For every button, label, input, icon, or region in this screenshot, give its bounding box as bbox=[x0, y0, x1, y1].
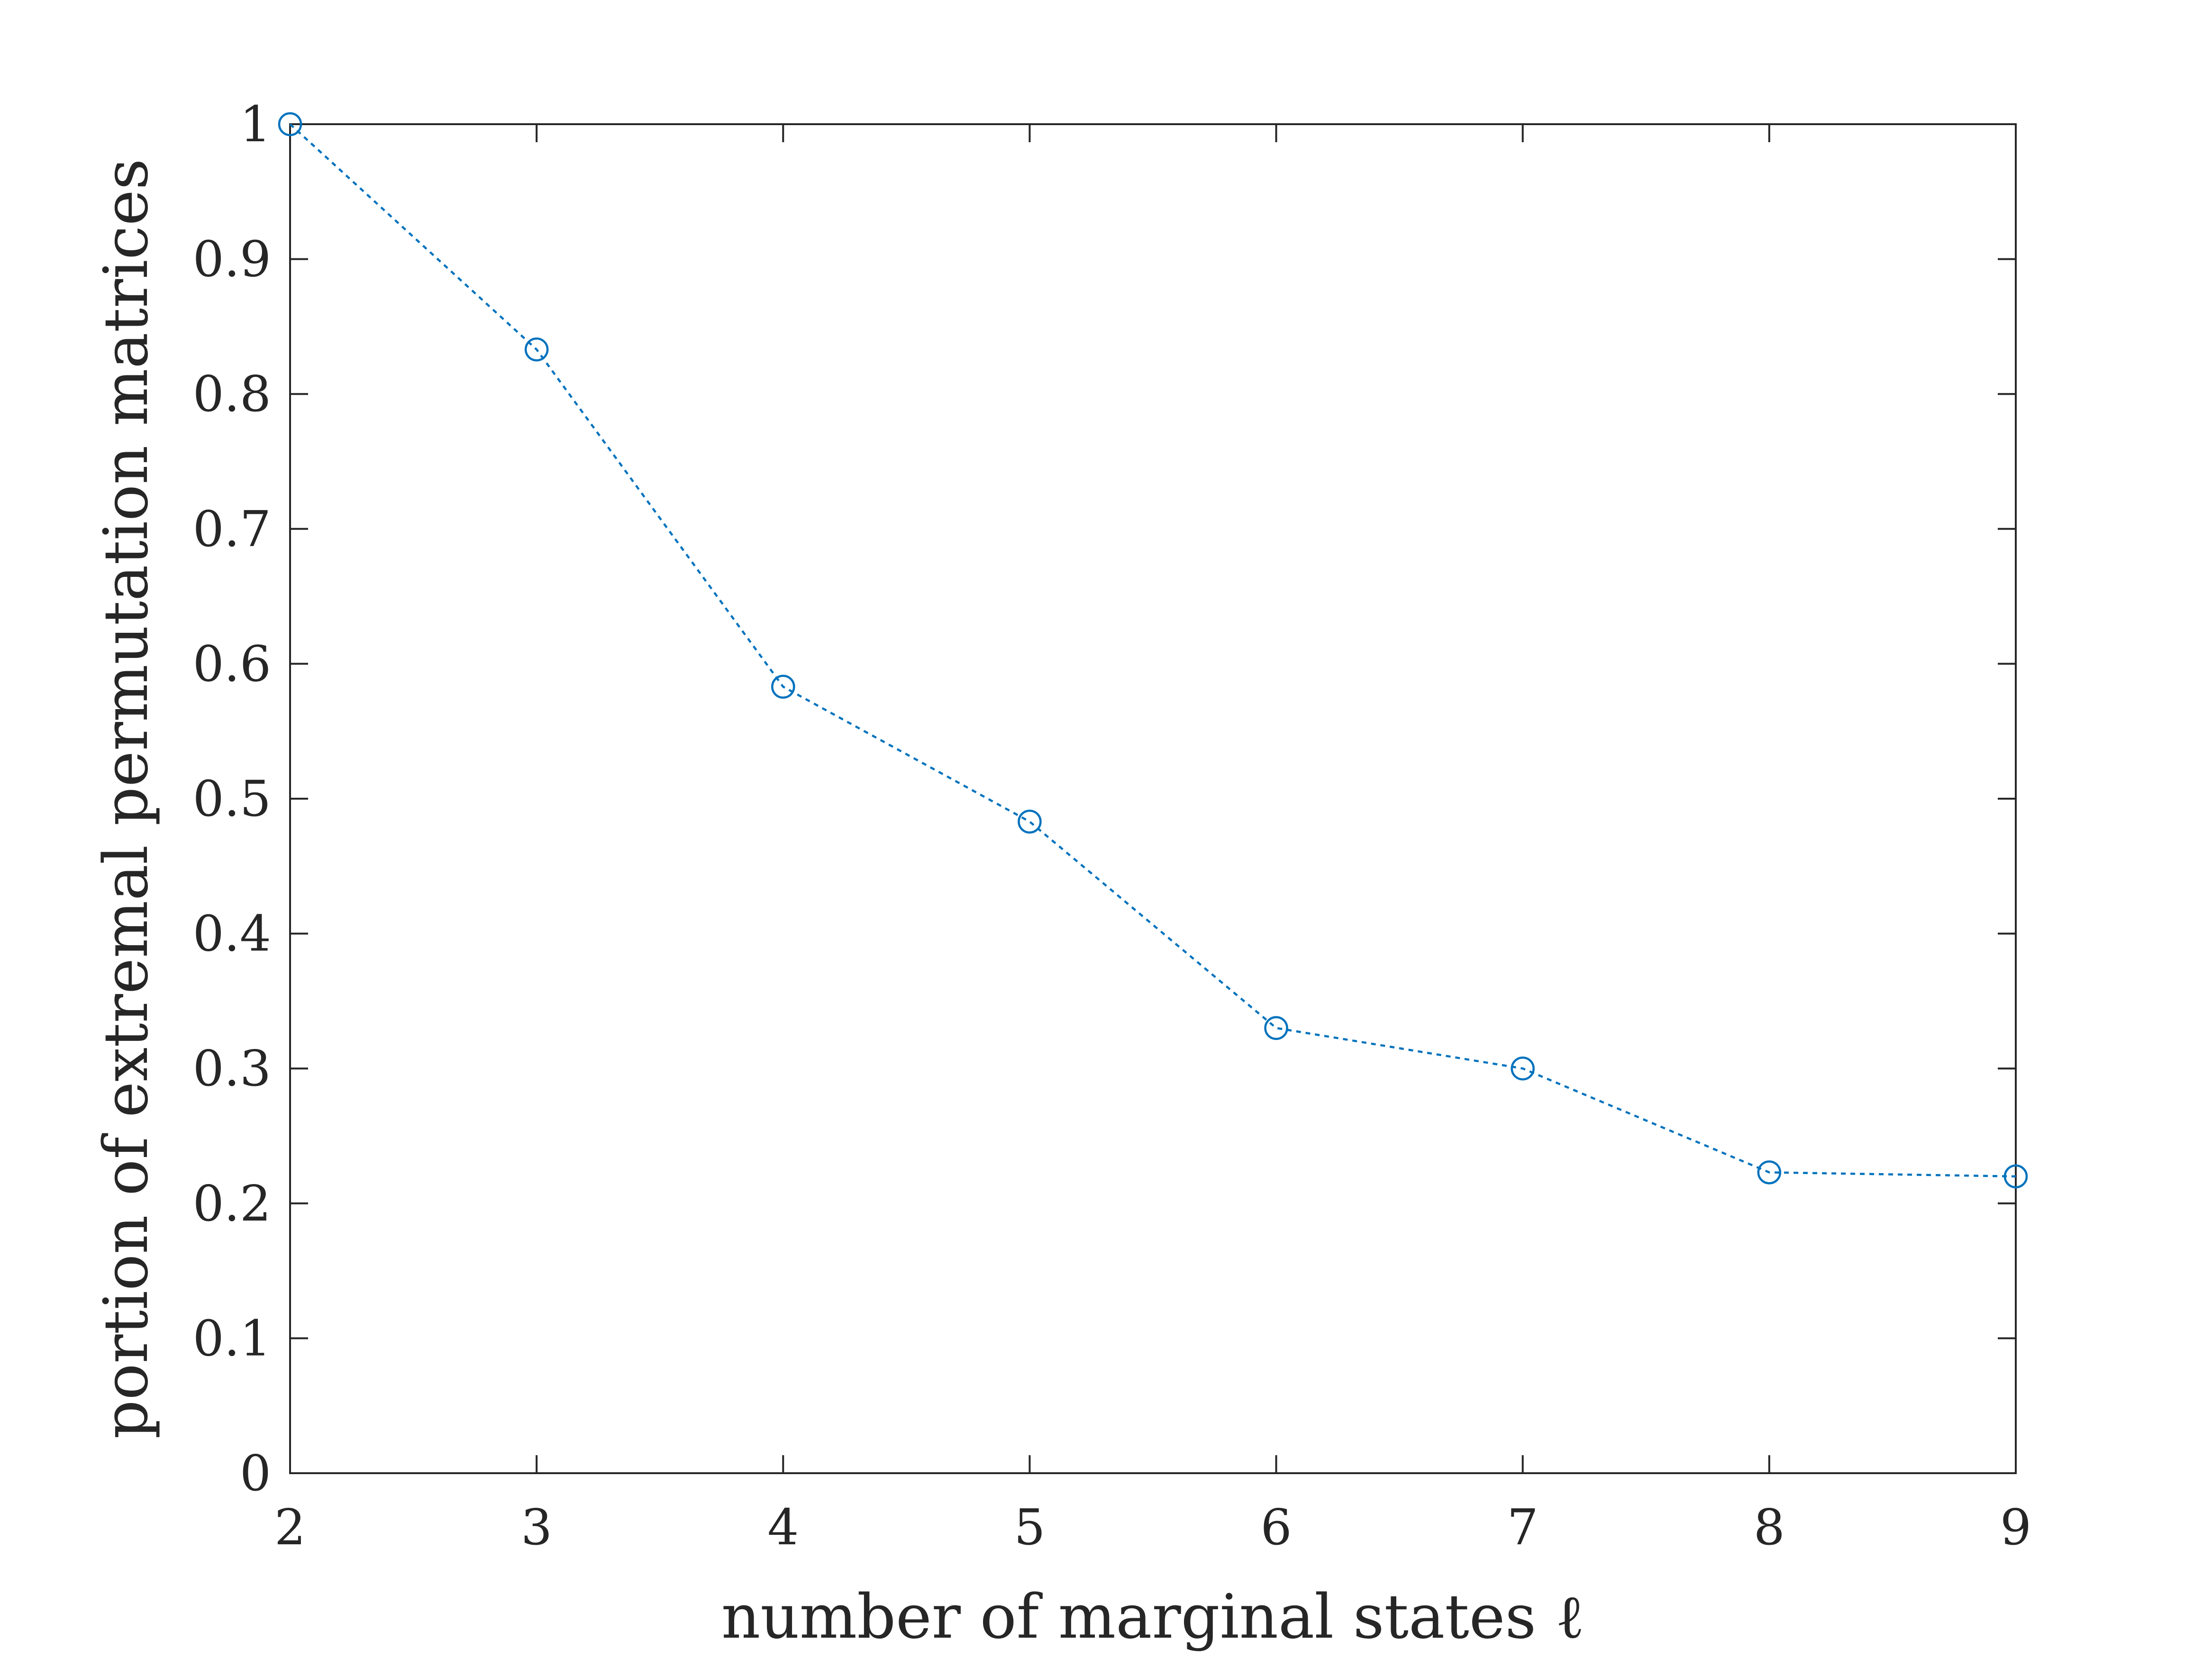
y-tick-label: 0.3 bbox=[193, 1039, 271, 1097]
y-tick-label: 0.6 bbox=[193, 635, 271, 693]
data-point bbox=[1018, 810, 1042, 834]
y-tick-labels: 0 0.1 0.2 0.3 0.4 0.5 0.6 0.7 0.8 0.9 1 bbox=[193, 95, 271, 1502]
x-tick-label: 9 bbox=[2000, 1498, 2031, 1556]
x-tick-label: 7 bbox=[1507, 1498, 1538, 1556]
x-tick-label: 6 bbox=[1260, 1498, 1292, 1556]
y-axis-title: portion of extremal permutation matrices bbox=[91, 159, 162, 1439]
y-tick-label: 0.2 bbox=[193, 1175, 271, 1232]
plot-frame bbox=[289, 123, 2017, 1474]
data-point bbox=[1264, 1016, 1288, 1040]
series-markers bbox=[278, 112, 2028, 1189]
y-tick-label: 0.1 bbox=[193, 1309, 271, 1367]
data-point bbox=[524, 337, 549, 362]
y-tick-label: 0.9 bbox=[193, 230, 271, 288]
x-tick-label: 8 bbox=[1754, 1498, 1785, 1556]
x-tick-label: 4 bbox=[767, 1498, 799, 1556]
y-tick-label: 1 bbox=[240, 95, 271, 153]
y-tick-label: 0.4 bbox=[193, 905, 271, 963]
x-tick-label: 5 bbox=[1014, 1498, 1045, 1556]
x-tick-label: 2 bbox=[274, 1498, 306, 1556]
x-tick-labels: 2 3 4 5 6 7 8 9 bbox=[274, 1498, 2031, 1556]
data-point bbox=[1757, 1160, 1782, 1185]
y-tick-label: 0.5 bbox=[193, 770, 271, 828]
data-point bbox=[2003, 1164, 2028, 1189]
data-point bbox=[1511, 1056, 1535, 1081]
data-point bbox=[771, 675, 795, 699]
y-tick-label: 0.8 bbox=[193, 365, 271, 423]
y-tick-label: 0.7 bbox=[193, 500, 271, 558]
y-tick-label: 0 bbox=[240, 1444, 271, 1502]
data-point bbox=[278, 112, 302, 137]
x-tick-label: 3 bbox=[521, 1498, 552, 1556]
x-axis-title: number of marginal states ℓ bbox=[721, 1582, 1584, 1652]
